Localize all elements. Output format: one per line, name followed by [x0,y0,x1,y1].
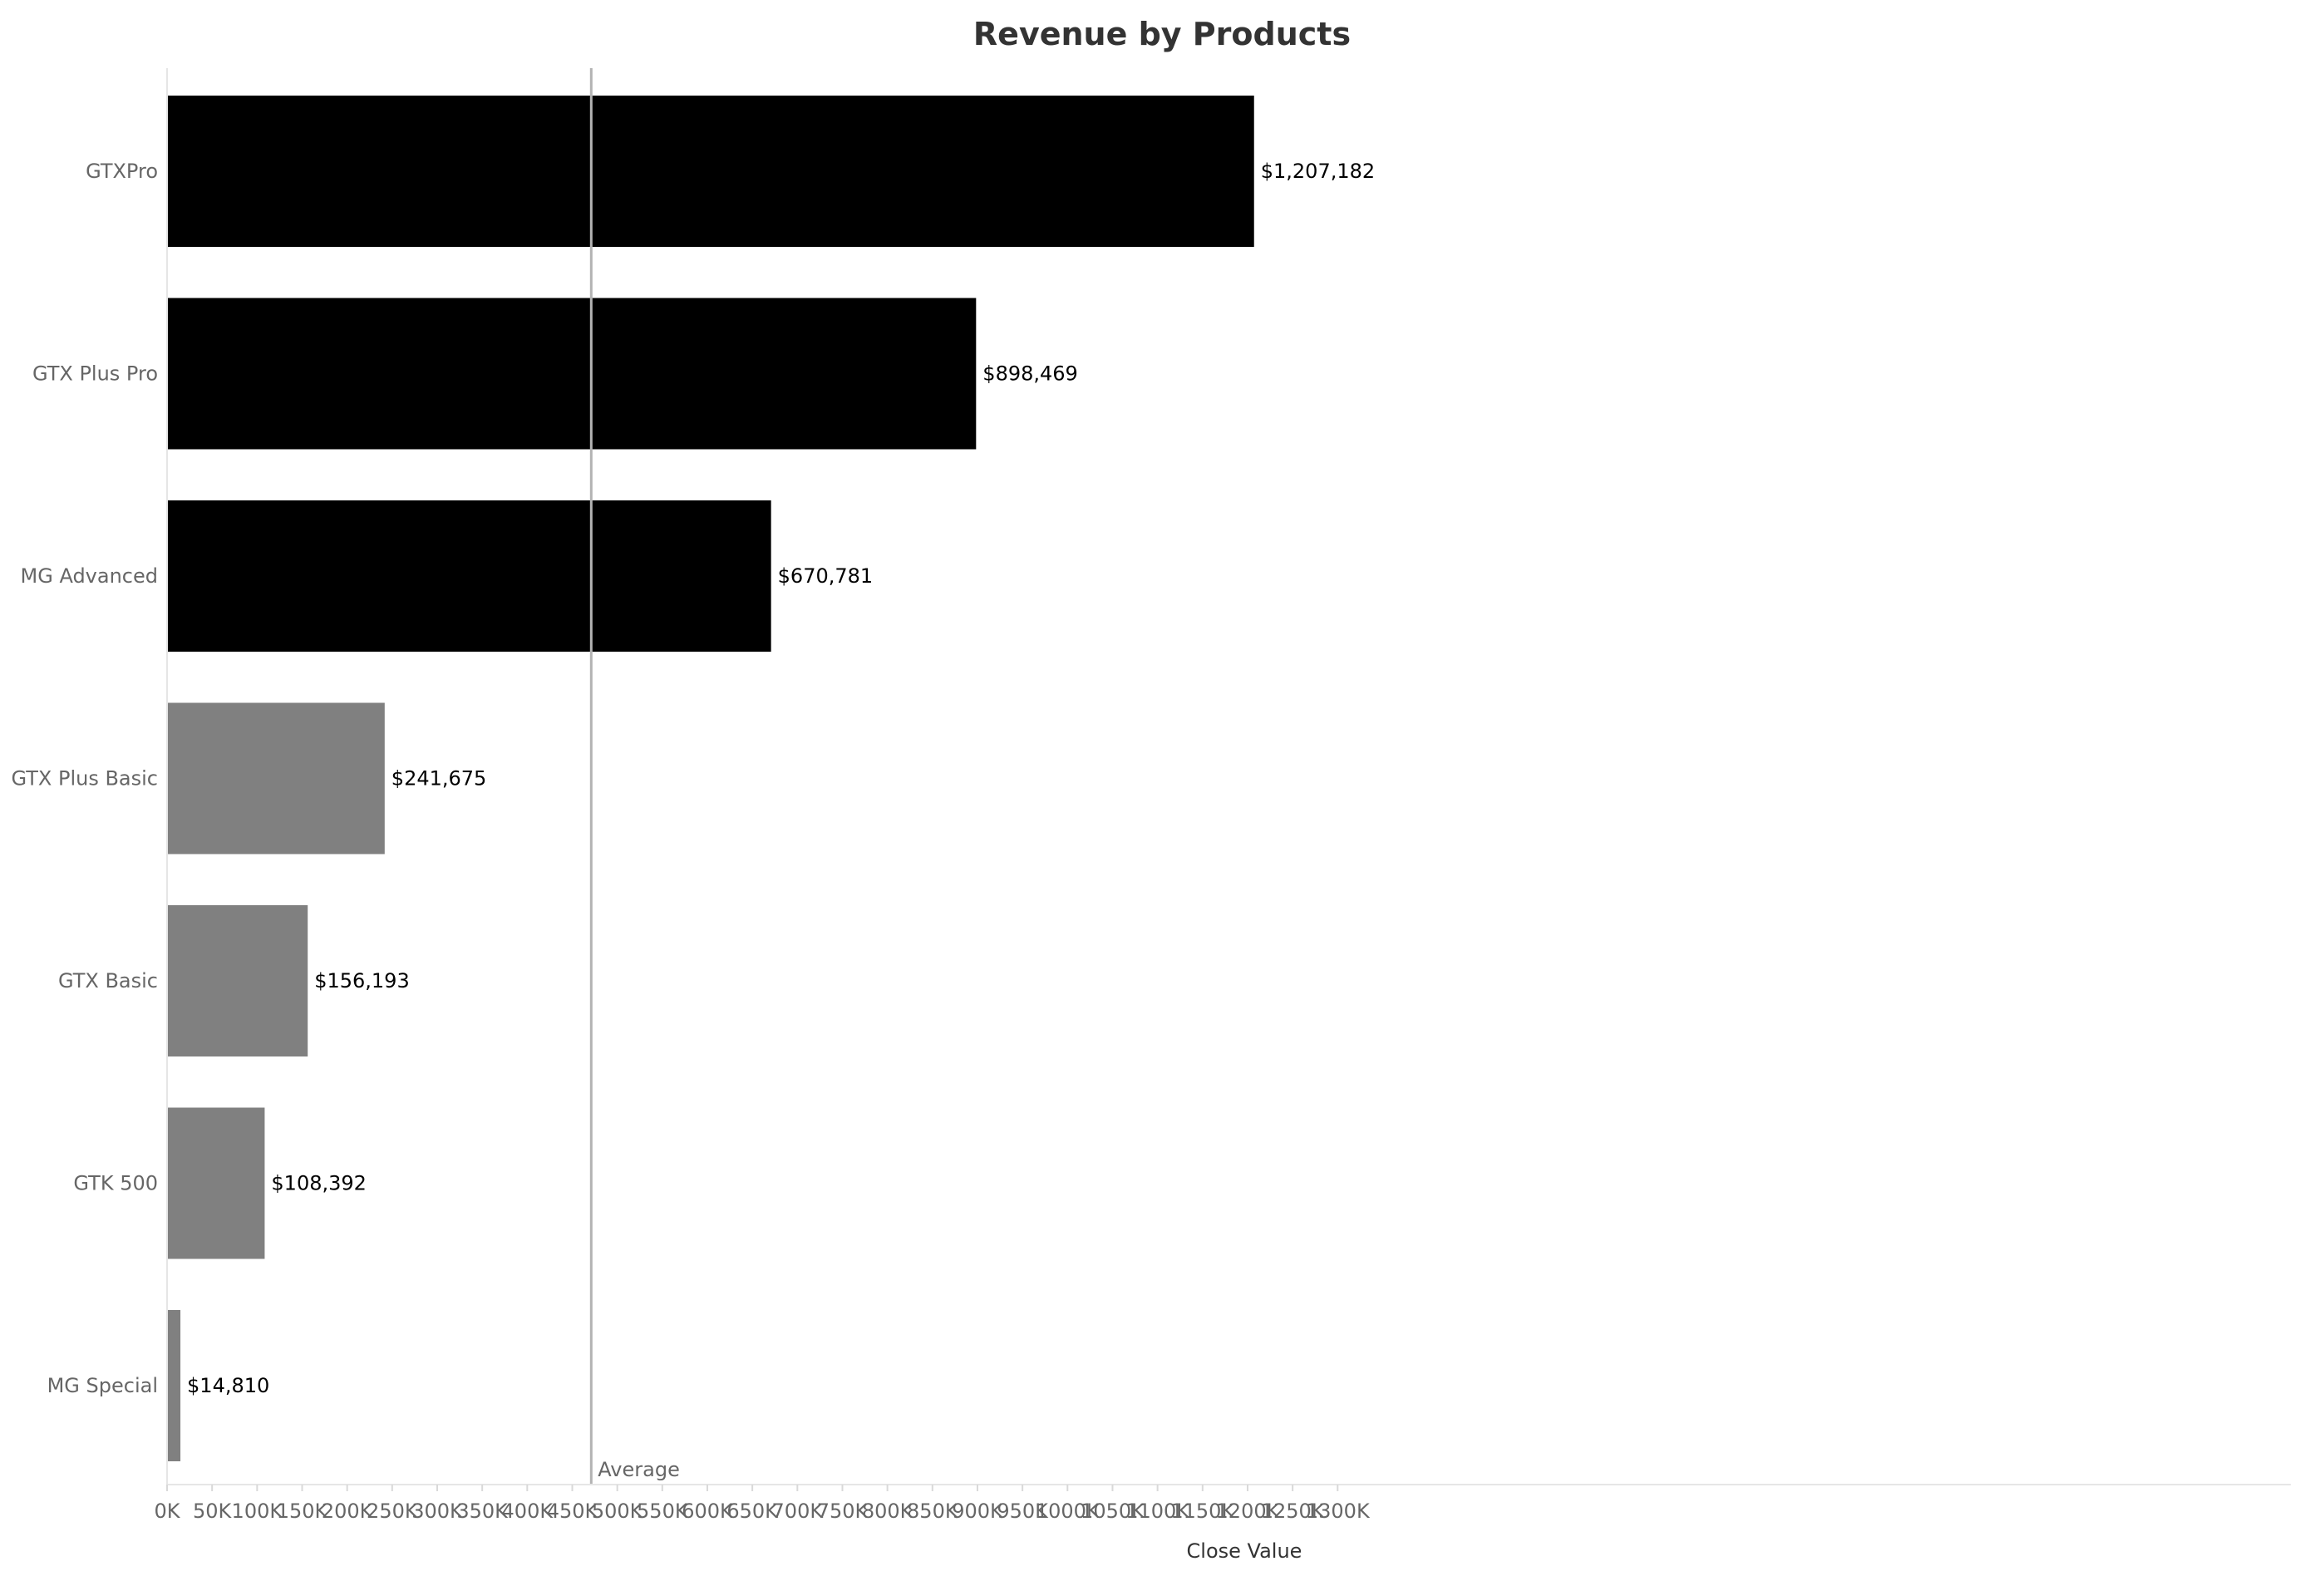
data-label: $898,469 [982,362,1078,386]
data-label: $156,193 [314,969,410,992]
x-tick-label: 650K [726,1500,779,1523]
category-label: MG Advanced [21,564,158,588]
category-label: MG Special [47,1374,158,1397]
category-label: GTK 500 [73,1172,158,1195]
x-tick-label: 600K [682,1500,734,1523]
x-tick-label: 300K [411,1500,464,1523]
average-reference-label: Average [598,1458,680,1481]
x-tick-label: 150K [277,1500,329,1523]
x-tick-label: 1250K [1261,1500,1326,1523]
x-tick-label: 550K [637,1500,689,1523]
x-tick-label: 250K [367,1500,419,1523]
bar-mg-special [167,1310,181,1461]
x-tick-label: 750K [817,1500,869,1523]
data-label: $14,810 [187,1374,269,1397]
x-tick-label: 400K [502,1500,554,1523]
bars-layer: GTXPro $1,207,182 GTX Plus Pro $898,469 MG A… [12,96,1375,1461]
x-axis: 0K 50K 100K150K200K250K300K350K400K450K500… [154,68,2291,1523]
x-tick-label: 1050K [1081,1500,1145,1523]
x-tick-label: 100K [232,1500,284,1523]
category-label: GTX Plus Basic [12,767,159,790]
bar-gtk-500 [167,1107,265,1259]
x-tick-label: 850K [907,1500,959,1523]
category-label: GTX Plus Pro [32,362,158,386]
x-tick-label: 500K [592,1500,644,1523]
reference-line-layer: Average [589,68,680,1485]
x-tick-label: 1150K [1170,1500,1235,1523]
x-tick-label: 700K [772,1500,825,1523]
x-tick-label: 1300K [1306,1500,1371,1523]
x-tick-label: 350K [456,1500,509,1523]
x-tick-label: 1100K [1125,1500,1190,1523]
category-label: GTX Basic [58,969,158,992]
x-tick-label: 950K [997,1500,1049,1523]
x-tick-label: 50K [193,1500,233,1523]
x-tick-label: 800K [862,1500,914,1523]
x-tick-label: 1200K [1216,1500,1281,1523]
chart-title: Revenue by Products [973,16,1351,52]
x-tick-label: 0K [154,1500,180,1523]
x-tick-label: 900K [952,1500,1004,1523]
data-label: $1,207,182 [1261,160,1375,183]
x-axis-title: Close Value [1187,1539,1302,1563]
bar-mg-advanced [167,500,771,652]
x-tick-label: 1000K [1036,1500,1100,1523]
data-label: $670,781 [778,564,874,588]
data-label: $108,392 [271,1172,367,1195]
x-tick-label: 200K [322,1500,374,1523]
category-label: GTXPro [86,160,158,183]
bar-gtx-plus-basic [167,702,385,854]
bar-gtx-basic [167,905,308,1056]
data-label: $241,675 [391,767,487,790]
x-tick-label: 450K [547,1500,599,1523]
bar-gtx-plus-pro [167,298,977,450]
bar-gtxpro [167,96,1254,247]
